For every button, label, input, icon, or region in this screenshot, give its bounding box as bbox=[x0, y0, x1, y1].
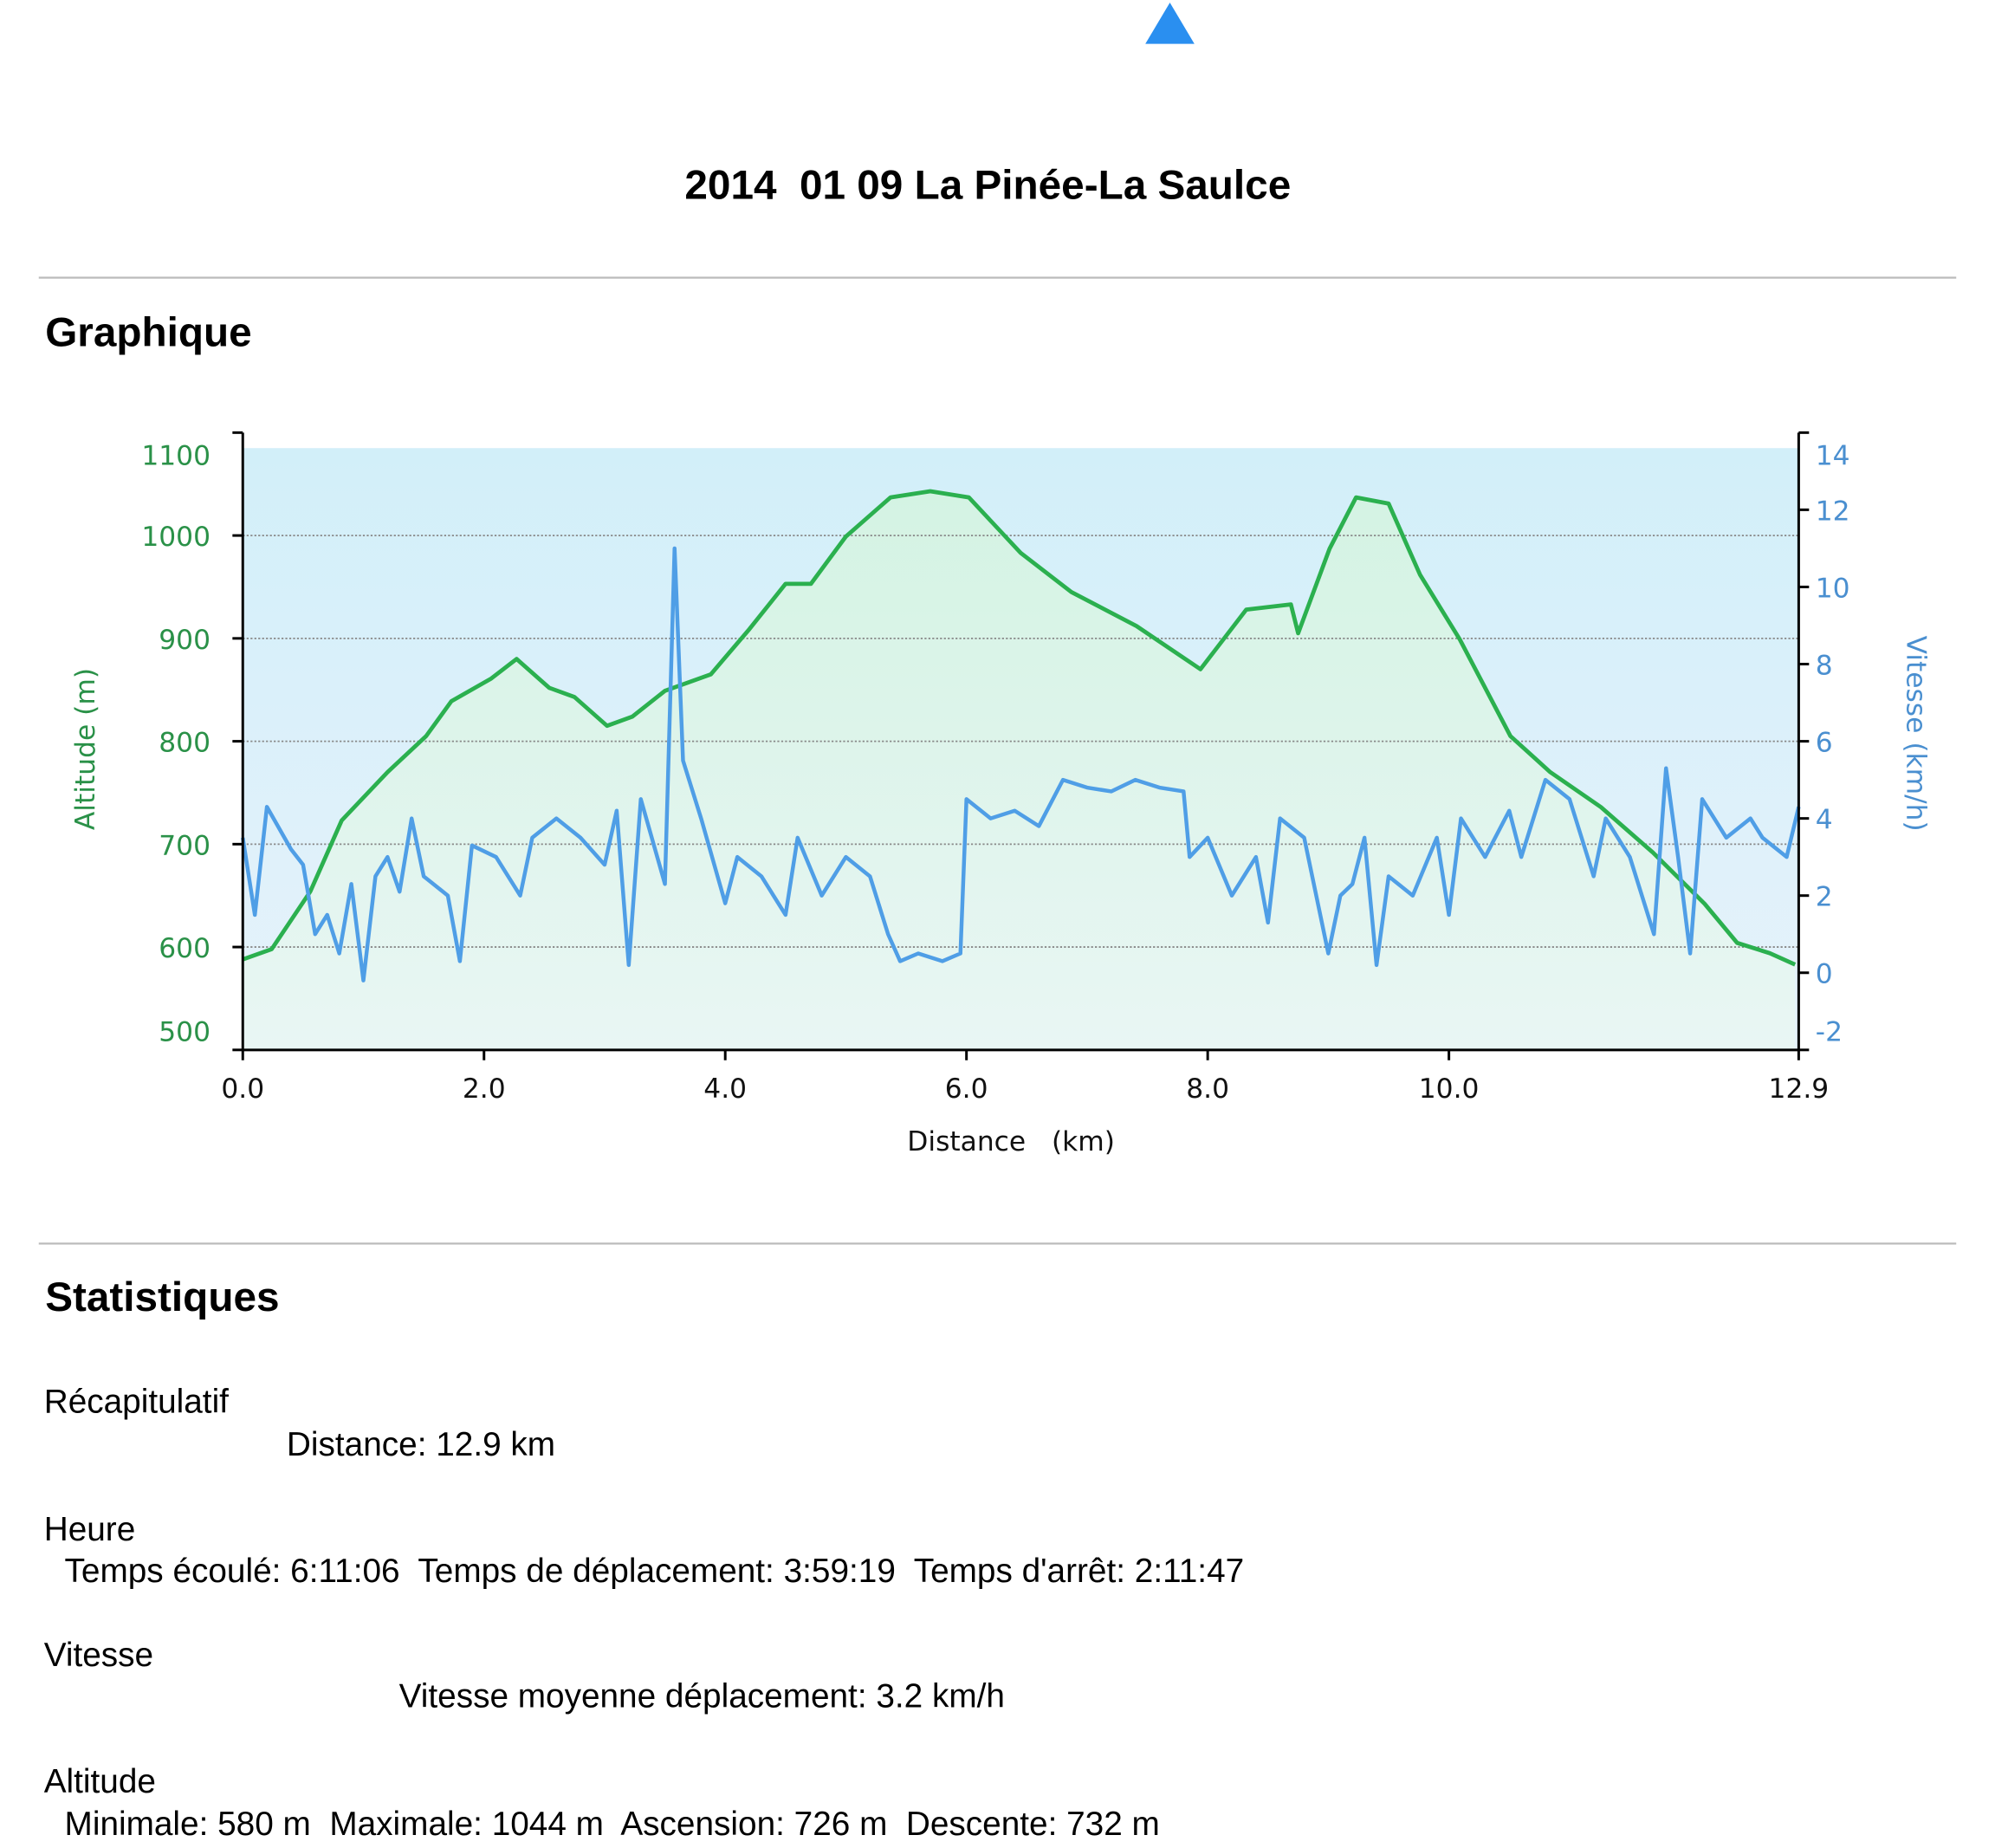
y-tick-label: 1000 bbox=[141, 522, 211, 553]
stat-text: Minimale: 580 m Maximale: 1044 m Ascensi… bbox=[65, 1806, 1160, 1843]
stat-text: Distance: 12.9 km bbox=[287, 1426, 555, 1463]
stat-text: Vitesse moyenne déplacement: 3.2 km/h bbox=[399, 1678, 1005, 1715]
x-tick-label: 12.9 bbox=[1769, 1073, 1830, 1105]
y2-tick-label: 4 bbox=[1816, 805, 1833, 836]
x-axis-label: Distance (km) bbox=[907, 1126, 1115, 1157]
stat-label: Altitude bbox=[44, 1763, 156, 1800]
altitude-line bbox=[242, 489, 1797, 967]
stat-text: Temps écoulé: 6:11:06 Temps de déplaceme… bbox=[65, 1553, 1245, 1590]
y-tick-label: 1100 bbox=[141, 441, 211, 472]
y-axis-label: Altitude (m) bbox=[70, 668, 101, 830]
x-tick-label: 2.0 bbox=[463, 1073, 506, 1105]
x-tick-label: 4.0 bbox=[703, 1073, 747, 1105]
x-tick-label: 0.0 bbox=[221, 1073, 264, 1105]
page-title: 2014 01 09 La Pinée-La Saulce bbox=[684, 163, 1291, 209]
y-tick-label: 500 bbox=[159, 1016, 211, 1047]
stat-label: Heure bbox=[44, 1511, 136, 1548]
section-heading: Graphique bbox=[45, 309, 251, 355]
y-tick-label: 900 bbox=[159, 625, 211, 656]
y2-tick-label: 12 bbox=[1816, 496, 1850, 527]
y2-tick-label: 6 bbox=[1816, 728, 1833, 759]
speed-line bbox=[241, 546, 1801, 982]
stat-label: Vitesse bbox=[44, 1637, 153, 1674]
y2-axis-label: Vitesse (km/h) bbox=[1901, 636, 1932, 832]
y-tick-label: 700 bbox=[159, 830, 211, 861]
stat-label: Récapitulatif bbox=[44, 1384, 229, 1421]
y-tick-label: 800 bbox=[159, 728, 211, 759]
y2-tick-label: -2 bbox=[1816, 1016, 1843, 1047]
y2-tick-label: 0 bbox=[1816, 959, 1833, 990]
x-tick-label: 8.0 bbox=[1186, 1073, 1229, 1105]
x-tick-label: 6.0 bbox=[945, 1073, 988, 1105]
y2-tick-label: 14 bbox=[1816, 441, 1850, 472]
y2-tick-label: 10 bbox=[1816, 573, 1850, 604]
top-icon[interactable] bbox=[1145, 2, 1195, 44]
x-tick-label: 10.0 bbox=[1419, 1073, 1480, 1105]
y2-tick-label: 8 bbox=[1816, 650, 1833, 681]
section-heading: Statistiques bbox=[45, 1274, 279, 1320]
y2-tick-label: 2 bbox=[1816, 882, 1833, 913]
y-tick-label: 600 bbox=[159, 933, 211, 964]
